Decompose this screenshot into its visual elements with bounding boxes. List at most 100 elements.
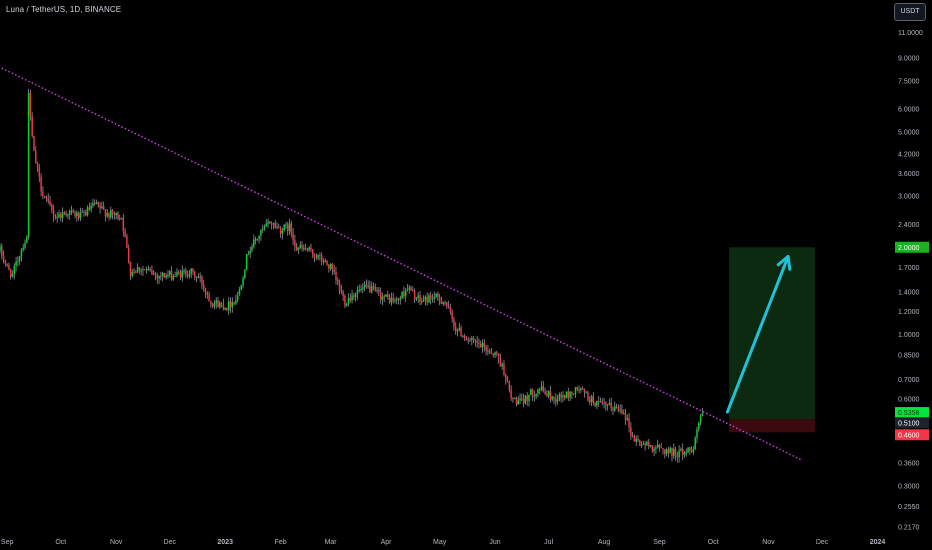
- candle-body: [45, 196, 48, 199]
- candle-body: [235, 299, 237, 304]
- candle-body: [213, 303, 216, 307]
- candle-body: [161, 272, 164, 277]
- x-tick-label: May: [433, 539, 447, 546]
- candle-body: [404, 290, 407, 297]
- x-tick-label: 2023: [217, 539, 233, 546]
- y-tick-label: 0.2170: [898, 524, 920, 531]
- candle-body: [56, 217, 58, 219]
- candle-body: [331, 263, 334, 270]
- candle-body: [610, 402, 612, 409]
- candle-body: [83, 211, 85, 213]
- candle-body: [606, 405, 609, 407]
- candle-body: [671, 447, 673, 457]
- candle-body: [574, 387, 577, 394]
- candle-body: [571, 391, 573, 395]
- candle-body: [488, 350, 491, 353]
- x-tick-label: Jul: [544, 539, 553, 546]
- candle-body: [127, 247, 130, 263]
- candle-body: [633, 436, 636, 442]
- candle-body: [188, 273, 191, 277]
- candle-body: [597, 400, 600, 402]
- candle-body: [601, 401, 604, 403]
- candle-body: [324, 260, 327, 263]
- candle-body: [458, 327, 461, 331]
- candle-body: [261, 228, 264, 231]
- projection-arrow[interactable]: [725, 254, 790, 414]
- candle-body: [360, 289, 362, 291]
- candle-body: [111, 210, 114, 215]
- candle-body: [140, 270, 142, 272]
- candle-body: [485, 346, 487, 351]
- candle-body: [510, 389, 512, 399]
- candle-body: [592, 396, 595, 403]
- candle-body: [678, 450, 680, 458]
- candle-body: [362, 287, 364, 290]
- candle-body: [506, 380, 509, 383]
- candle-body: [142, 269, 144, 271]
- candle-body: [687, 447, 689, 453]
- candle-body: [542, 386, 545, 392]
- candle-body: [683, 452, 686, 455]
- candle-body: [226, 307, 228, 311]
- candle-body: [576, 387, 578, 390]
- candle-body: [177, 271, 180, 273]
- candle-body: [215, 300, 217, 304]
- candle-body: [152, 273, 155, 275]
- candle-body: [549, 391, 552, 400]
- candle-body: [658, 444, 661, 447]
- candle-body: [240, 285, 243, 290]
- candle-body: [236, 295, 239, 300]
- candle-body: [526, 395, 528, 401]
- price-label-bg: [895, 241, 929, 253]
- currency-button[interactable]: USDT: [894, 3, 926, 21]
- x-tick-label: Nov: [110, 539, 123, 546]
- candle-body: [664, 449, 666, 455]
- candle-body: [4, 261, 7, 264]
- candle-body: [76, 212, 78, 217]
- candle-body: [197, 276, 200, 278]
- candle-body: [608, 402, 611, 406]
- candle-body: [113, 214, 116, 216]
- candle-body: [374, 286, 377, 291]
- x-tick-label: Aug: [598, 539, 611, 546]
- candle-body: [614, 406, 616, 411]
- candle-body: [201, 276, 203, 285]
- candle-body: [478, 342, 480, 344]
- candle-body: [463, 335, 466, 340]
- x-tick-label: Dec: [816, 539, 829, 546]
- candle-body: [501, 363, 503, 367]
- candle-body: [294, 240, 296, 247]
- candle-body: [392, 297, 394, 302]
- candle-body: [581, 388, 584, 390]
- y-tick-label: 11.0000: [898, 30, 923, 37]
- candle-body: [24, 242, 26, 248]
- trendline[interactable]: [1, 67, 803, 461]
- x-tick-label: Apr: [381, 539, 393, 546]
- candle-body: [490, 352, 493, 354]
- candle-body: [67, 214, 69, 216]
- candle-body: [120, 217, 123, 220]
- candle-body: [603, 402, 605, 404]
- candle-body: [297, 247, 300, 250]
- candle-body: [628, 418, 630, 428]
- candle-body: [540, 386, 543, 391]
- candle-body: [467, 339, 469, 341]
- x-tick-label: Feb: [275, 539, 287, 546]
- candle-body: [1, 246, 3, 256]
- price-label-bg: [895, 417, 929, 429]
- candle-body: [522, 398, 525, 404]
- candle-body: [92, 203, 94, 206]
- candle-body: [72, 210, 75, 213]
- y-tick-label: 9.0000: [898, 55, 920, 62]
- candle-body: [537, 389, 539, 394]
- candle-body: [38, 167, 41, 177]
- candle-body: [454, 326, 457, 332]
- candle-body: [136, 267, 139, 273]
- candle-body: [524, 395, 527, 404]
- y-tick-label: 1.7000: [898, 265, 920, 272]
- candle-body: [635, 438, 637, 442]
- candle-body: [483, 342, 486, 347]
- candle-body: [333, 269, 335, 273]
